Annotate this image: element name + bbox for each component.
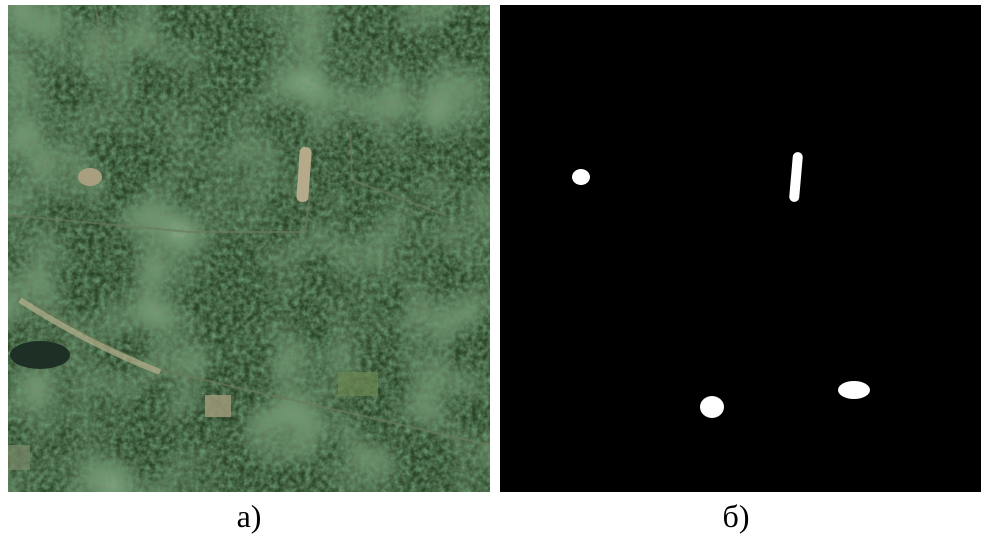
satellite-image <box>8 5 490 492</box>
mask-image <box>500 5 981 492</box>
figure: а) б) (() => { const data = JSON.parse(d… <box>0 0 981 537</box>
panel-label: б) <box>676 498 796 535</box>
panel-label: а) <box>189 498 309 535</box>
figure-images <box>0 0 981 537</box>
